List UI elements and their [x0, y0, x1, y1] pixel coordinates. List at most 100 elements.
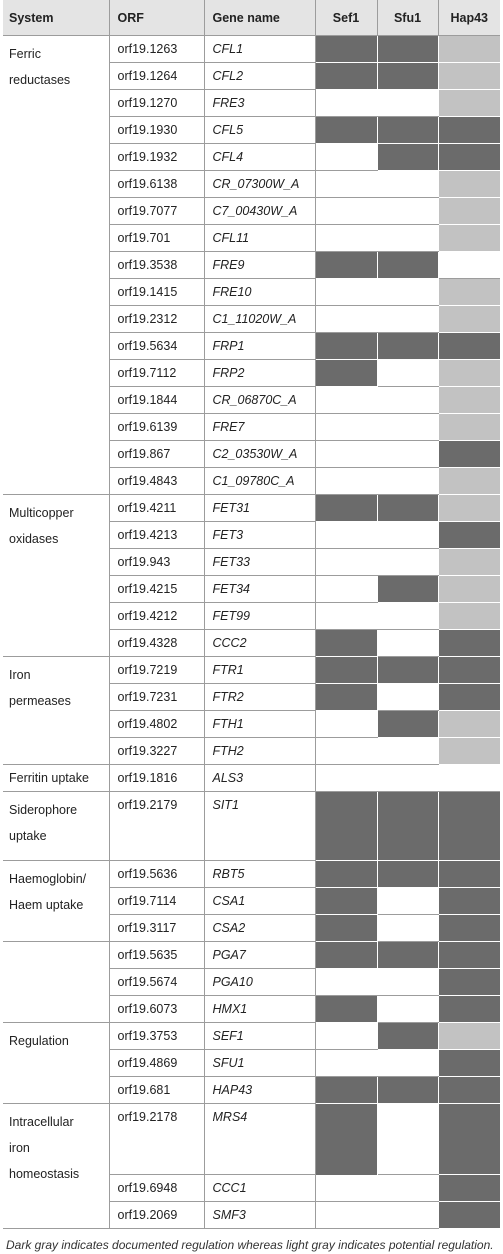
gene-name-cell: CR_06870C_A [204, 386, 316, 414]
table-row: orf19.6948 CCC1 [3, 1174, 500, 1202]
orf-cell: orf19.701 [109, 224, 205, 252]
system-label-line: iron [9, 1141, 30, 1155]
system-label-line: Ferritin uptake [9, 771, 89, 785]
sfu1-regulation-cell [377, 968, 439, 996]
hap43-regulation-cell [438, 305, 500, 333]
table-row: orf19.4328 CCC2 [3, 629, 500, 657]
orf-cell: orf19.4215 [109, 575, 205, 603]
gene-name-cell: MRS4 [204, 1103, 316, 1175]
orf-cell: orf19.7219 [109, 656, 205, 684]
gene-name-cell: CFL11 [204, 224, 316, 252]
header-row: System ORF Gene name Sef1 Sfu1 Hap43 [3, 0, 500, 36]
gene-name-cell: CCC1 [204, 1174, 316, 1202]
table-row: Regulation orf19.3753 SEF1 [3, 1022, 500, 1104]
gene-name-cell: CFL2 [204, 62, 316, 90]
system-cell: Intracellular iron homeostasis [3, 1103, 110, 1229]
sfu1-regulation-cell [377, 737, 439, 765]
table-row: orf19.5635 PGA7 [3, 941, 500, 1023]
gene-name-cell: C1_11020W_A [204, 305, 316, 333]
gene-name-cell: FET31 [204, 494, 316, 522]
gene-name-cell: FRE10 [204, 278, 316, 306]
orf-cell: orf19.3117 [109, 914, 205, 942]
hap43-regulation-cell [438, 440, 500, 468]
sef1-regulation-cell [315, 710, 378, 738]
system-label-line: Regulation [9, 1034, 69, 1048]
sfu1-regulation-cell [377, 1103, 439, 1175]
orf-cell: orf19.1930 [109, 116, 205, 144]
table-row: orf19.7077 C7_00430W_A [3, 197, 500, 225]
gene-name-cell: CR_07300W_A [204, 170, 316, 198]
table-row: orf19.1415 FRE10 [3, 278, 500, 306]
system-cell: Multicopper oxidases [3, 494, 110, 657]
sef1-regulation-cell [315, 359, 378, 387]
orf-cell: orf19.7077 [109, 197, 205, 225]
table-row: orf19.5674 PGA10 [3, 968, 500, 996]
sef1-regulation-cell [315, 941, 378, 969]
sfu1-regulation-cell [377, 1076, 439, 1104]
gene-name-cell: FTH1 [204, 710, 316, 738]
table-row: orf19.681 HAP43 [3, 1076, 500, 1104]
table-row: orf19.3117 CSA2 [3, 914, 500, 942]
hap43-regulation-cell [438, 494, 500, 522]
hap43-regulation-cell [438, 656, 500, 684]
orf-cell: orf19.4211 [109, 494, 205, 522]
table-row: orf19.4802 FTH1 [3, 710, 500, 738]
gene-name-cell: SMF3 [204, 1201, 316, 1229]
header-orf: ORF [109, 0, 205, 36]
sef1-regulation-cell [315, 467, 378, 495]
orf-cell: orf19.3538 [109, 251, 205, 279]
table-row: orf19.1930 CFL5 [3, 116, 500, 144]
gene-name-cell: PGA10 [204, 968, 316, 996]
orf-cell: orf19.4869 [109, 1049, 205, 1077]
hap43-regulation-cell [438, 602, 500, 630]
sef1-regulation-cell [315, 35, 378, 63]
header-sfu1: Sfu1 [377, 0, 439, 36]
orf-cell: orf19.6139 [109, 413, 205, 441]
table-row: Intracellular iron homeostasis orf19.2178 MR… [3, 1103, 500, 1229]
gene-name-cell: FRP2 [204, 359, 316, 387]
orf-cell: orf19.1270 [109, 89, 205, 117]
sfu1-regulation-cell [377, 1174, 439, 1202]
system-label-line: uptake [9, 829, 47, 843]
orf-cell: orf19.4843 [109, 467, 205, 495]
table-row: Iron permeases orf19.7219 FTR1 [3, 656, 500, 765]
orf-cell: orf19.1263 [109, 35, 205, 63]
orf-cell: orf19.5674 [109, 968, 205, 996]
system-cell: Ferric reductases [3, 35, 110, 495]
sfu1-regulation-cell [377, 683, 439, 711]
gene-name-cell: SIT1 [204, 791, 316, 861]
table-row: orf19.867 C2_03530W_A [3, 440, 500, 468]
sef1-regulation-cell [315, 116, 378, 144]
sef1-regulation-cell [315, 1201, 378, 1229]
table-row: orf19.4212 FET99 [3, 602, 500, 630]
table-row: orf19.1844 CR_06870C_A [3, 386, 500, 414]
sef1-regulation-cell [315, 860, 378, 888]
hap43-regulation-cell [438, 116, 500, 144]
gene-name-cell: SFU1 [204, 1049, 316, 1077]
hap43-regulation-cell [438, 1076, 500, 1104]
table-row: orf19.6138 CR_07300W_A [3, 170, 500, 198]
sef1-regulation-cell [315, 413, 378, 441]
sef1-regulation-cell [315, 143, 378, 171]
hap43-regulation-cell [438, 35, 500, 63]
system-label-line: reductases [9, 73, 71, 87]
hap43-regulation-cell [438, 860, 500, 888]
table-row: orf19.3538 FRE9 [3, 251, 500, 279]
gene-name-cell: PGA7 [204, 941, 316, 969]
sfu1-regulation-cell [377, 941, 439, 969]
sfu1-regulation-cell [377, 278, 439, 306]
orf-cell: orf19.1844 [109, 386, 205, 414]
sef1-regulation-cell [315, 440, 378, 468]
sef1-regulation-cell [315, 1022, 378, 1050]
hap43-regulation-cell [438, 89, 500, 117]
table-row: orf19.3227 FTH2 [3, 737, 500, 765]
table-row: orf19.943 FET33 [3, 548, 500, 576]
gene-name-cell: CFL5 [204, 116, 316, 144]
orf-cell: orf19.5634 [109, 332, 205, 360]
table-row: orf19.6073 HMX1 [3, 995, 500, 1023]
sef1-regulation-cell [315, 278, 378, 306]
orf-cell: orf19.1816 [109, 764, 205, 792]
gene-name-cell: CCC2 [204, 629, 316, 657]
sef1-regulation-cell [315, 89, 378, 117]
hap43-regulation-cell [438, 467, 500, 495]
